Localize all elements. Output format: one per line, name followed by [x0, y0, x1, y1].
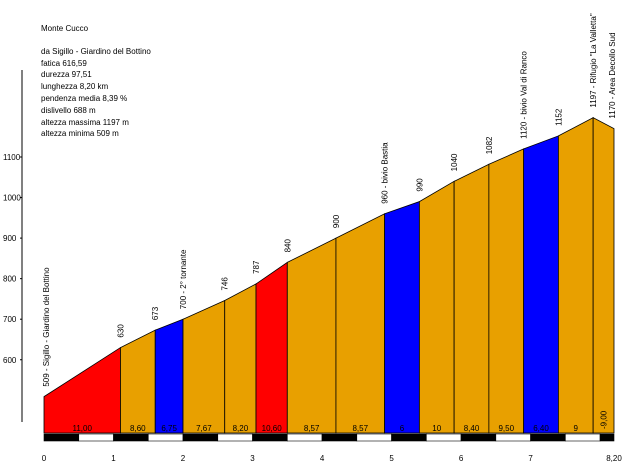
km-scale-block — [182, 433, 219, 442]
km-scale-block — [530, 433, 566, 442]
segment-area — [418, 180, 455, 434]
elevation-label: 960 - bivio Bastia — [381, 142, 390, 204]
km-scale-block — [43, 433, 80, 442]
km-scale-block — [460, 433, 497, 442]
chart-title: Monte Cucco — [41, 24, 89, 33]
segment-area — [384, 201, 420, 434]
x-tick-label: 4 — [320, 454, 325, 463]
y-tick-label: 1100 — [3, 153, 21, 162]
segment-area — [120, 329, 156, 434]
route-info: Monte Cucco da Sigillo - Giardino del Bo… — [41, 23, 151, 140]
x-tick-label: 3 — [250, 454, 255, 463]
gradient-labels: 11,00 8,60 6,75 7,67 8,20 10,60 8,57 8,57 6 10 8,4… — [73, 410, 609, 433]
segment-area — [255, 261, 288, 434]
segment-area — [154, 318, 184, 434]
y-tick-label: 900 — [3, 234, 17, 243]
elevation-label: 840 — [283, 239, 292, 253]
km-scale-block — [426, 433, 462, 442]
x-axis-ticks: 0 1 2 3 4 5 6 7 8,20 — [42, 454, 623, 463]
y-tick-label: 600 — [3, 356, 17, 365]
altezza-massima-value: altezza massima 1197 m — [41, 117, 129, 127]
gradient-label: 6,40 — [533, 424, 549, 433]
elevation-label: 1152 — [554, 108, 563, 126]
fatica-value: fatica 616,59 — [41, 58, 87, 68]
x-tick-label: 7 — [528, 454, 533, 463]
y-axis: 600 700 800 900 1000 1100 — [3, 70, 23, 422]
segment-area — [335, 213, 386, 434]
km-scale-block — [147, 433, 184, 442]
x-tick-label: 5 — [389, 454, 394, 463]
elevation-labels: 509 - Sigillo - Giardino del Bottino 630 6… — [42, 13, 617, 386]
segment-area — [182, 299, 226, 434]
dislivello-value: dislivello 688 m — [41, 105, 96, 115]
y-tick-label: 700 — [3, 315, 17, 324]
elevation-label: 787 — [252, 260, 261, 274]
segment-areas — [43, 117, 615, 434]
segment-area — [523, 135, 559, 434]
km-scale-block — [495, 433, 531, 442]
segment-area — [453, 163, 490, 434]
elevation-label: 1040 — [450, 153, 459, 171]
segment-area — [592, 117, 615, 434]
gradient-label: 8,57 — [352, 424, 368, 433]
km-scale-block — [113, 433, 149, 442]
elevation-label: 1197 - Rifugio "La Valletta" — [589, 13, 598, 107]
elevation-label: 509 - Sigillo - Giardino del Bottino — [42, 267, 51, 387]
segment-area — [557, 117, 594, 434]
elevation-label: 673 — [151, 306, 160, 320]
y-tick-label: 1000 — [3, 194, 21, 203]
km-scale-block — [565, 433, 601, 442]
gradient-label: 6 — [400, 424, 405, 433]
segment-area — [286, 237, 337, 434]
elevation-label: 1082 — [485, 136, 494, 154]
gradient-label: 10,60 — [262, 424, 283, 433]
segment-area — [224, 283, 257, 434]
km-scale-block — [391, 433, 427, 442]
elevation-label: 990 — [415, 178, 424, 192]
km-scale-block — [252, 433, 288, 442]
x-tick-label: 0 — [42, 454, 47, 463]
km-scale-block — [599, 433, 615, 442]
gradient-label: 8,40 — [464, 424, 480, 433]
route-name: da Sigillo - Giardino del Bottino — [41, 46, 151, 56]
km-scale-block — [286, 433, 323, 442]
km-scale-block — [217, 433, 253, 442]
elevation-label: 746 — [221, 277, 230, 291]
elevation-label: 1170 - Area Decollo Sud — [608, 32, 617, 118]
gradient-label: 10 — [432, 424, 441, 433]
gradient-label: 8,60 — [130, 424, 146, 433]
elevation-label: 630 — [116, 324, 125, 338]
x-tick-label: 1 — [111, 454, 116, 463]
km-scale-block — [78, 433, 114, 442]
y-tick-label: 800 — [3, 275, 17, 284]
gradient-label: -9,00 — [600, 410, 609, 429]
segment-area — [488, 148, 525, 434]
gradient-label: 7,67 — [196, 424, 212, 433]
pendenza-value: pendenza media 8,39 % — [41, 93, 128, 103]
km-scale-block — [356, 433, 392, 442]
gradient-label: 8,57 — [304, 424, 320, 433]
durezza-value: durezza 97,51 — [41, 70, 92, 80]
gradient-label: 11,00 — [73, 424, 93, 433]
elevation-label: 900 — [332, 214, 341, 228]
gradient-label: 8,20 — [233, 424, 249, 433]
gradient-label: 6,75 — [161, 424, 177, 433]
x-tick-label: 8,20 — [606, 454, 622, 463]
km-scale-bar — [43, 433, 615, 442]
elevation-label: 1120 - bivio Val di Ranco — [520, 51, 529, 139]
lunghezza-value: lunghezza 8,20 km — [41, 82, 109, 92]
gradient-label: 9 — [574, 424, 579, 433]
km-scale-block — [321, 433, 358, 442]
x-tick-label: 2 — [181, 454, 186, 463]
gradient-label: 9,50 — [498, 424, 514, 433]
x-tick-label: 6 — [459, 454, 464, 463]
altezza-minima-value: altezza minima 509 m — [41, 129, 119, 139]
segment-area — [43, 346, 121, 434]
elevation-label: 700 - 2° tornante — [179, 249, 188, 309]
